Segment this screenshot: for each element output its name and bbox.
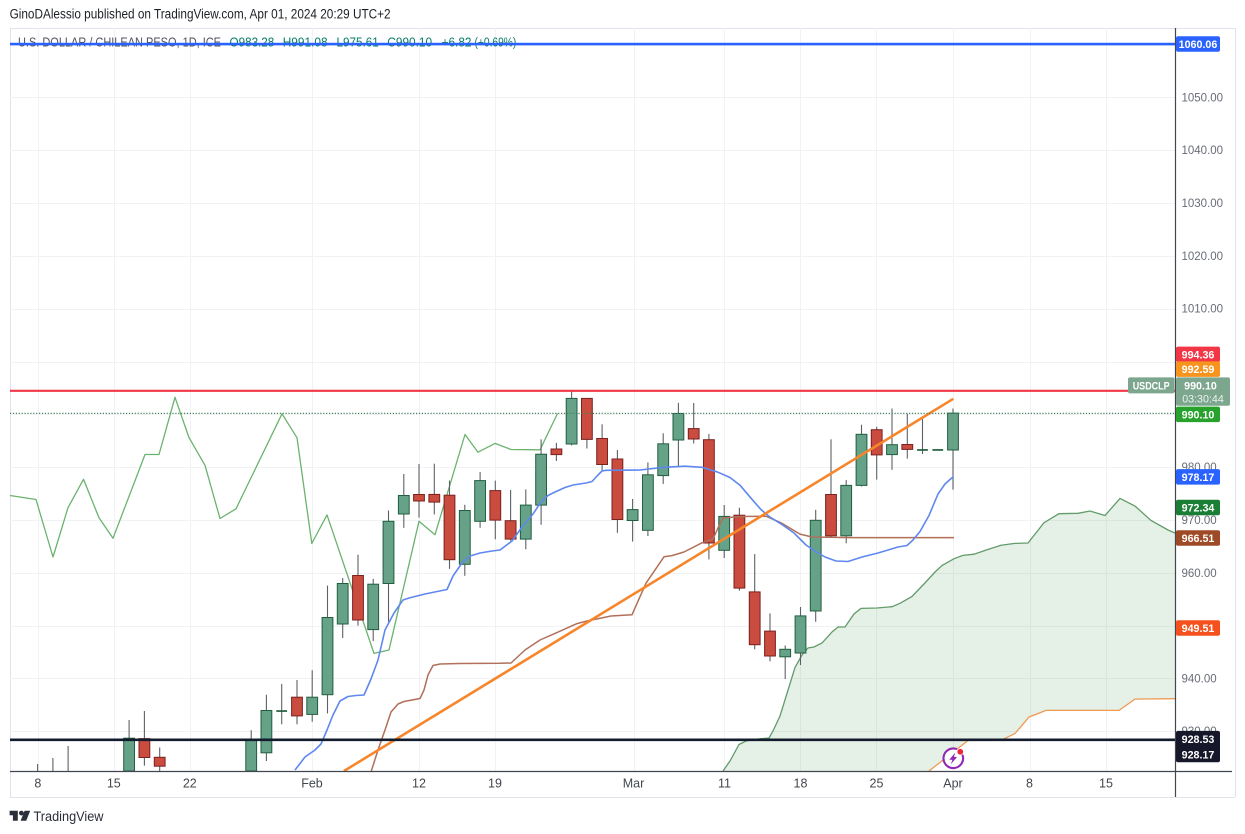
- svg-text:Apr: Apr: [943, 777, 962, 791]
- svg-text:928.53: 928.53: [1182, 734, 1215, 746]
- svg-text:11: 11: [718, 777, 731, 791]
- svg-text:H991.08: H991.08: [283, 36, 328, 50]
- svg-text:GinoDAlessio published on Trad: GinoDAlessio published on TradingView.co…: [10, 7, 391, 22]
- svg-text:949.51: 949.51: [1182, 623, 1215, 635]
- svg-text:8: 8: [34, 777, 41, 791]
- svg-text:USDCLP: USDCLP: [1133, 380, 1170, 392]
- svg-text:978.17: 978.17: [1182, 472, 1215, 484]
- svg-text:15: 15: [1099, 777, 1113, 791]
- svg-text:Mar: Mar: [623, 777, 645, 791]
- svg-text:1040.00: 1040.00: [1182, 145, 1224, 157]
- svg-text:8: 8: [1026, 777, 1033, 791]
- svg-text:928.17: 928.17: [1182, 750, 1215, 762]
- svg-text:1050.00: 1050.00: [1182, 92, 1224, 104]
- svg-text:990.10: 990.10: [1182, 409, 1215, 421]
- svg-text:18: 18: [794, 777, 808, 791]
- svg-text:12: 12: [412, 777, 426, 791]
- svg-text:970.00: 970.00: [1182, 515, 1217, 527]
- svg-text:994.36: 994.36: [1182, 349, 1215, 361]
- svg-text:L975.61: L975.61: [337, 36, 379, 50]
- svg-text:940.00: 940.00: [1182, 673, 1217, 685]
- svg-text:1060.06: 1060.06: [1179, 39, 1218, 51]
- svg-text:1030.00: 1030.00: [1182, 198, 1224, 210]
- svg-text:990.10: 990.10: [1184, 381, 1217, 393]
- svg-text:992.59: 992.59: [1182, 364, 1215, 376]
- svg-text:960.00: 960.00: [1182, 568, 1217, 580]
- svg-text:TradingView: TradingView: [34, 809, 105, 825]
- svg-text:Feb: Feb: [301, 777, 323, 791]
- svg-text:O983.28: O983.28: [230, 36, 275, 50]
- svg-text:1020.00: 1020.00: [1182, 251, 1224, 263]
- svg-text:(+0.69%): (+0.69%): [475, 36, 517, 50]
- svg-text:966.51: 966.51: [1182, 533, 1215, 545]
- svg-text:1010.00: 1010.00: [1182, 304, 1224, 316]
- svg-text:03:30:44: 03:30:44: [1182, 393, 1224, 405]
- svg-text:+6.82: +6.82: [442, 36, 472, 50]
- svg-text:22: 22: [183, 777, 197, 791]
- svg-text:C990.10: C990.10: [387, 36, 432, 50]
- svg-text:19: 19: [488, 777, 502, 791]
- svg-text:25: 25: [870, 777, 884, 791]
- svg-text:972.34: 972.34: [1182, 503, 1215, 515]
- svg-text:15: 15: [107, 777, 121, 791]
- svg-text:U.S. DOLLAR / CHILEAN PESO, 1D: U.S. DOLLAR / CHILEAN PESO, 1D, ICE: [18, 36, 221, 50]
